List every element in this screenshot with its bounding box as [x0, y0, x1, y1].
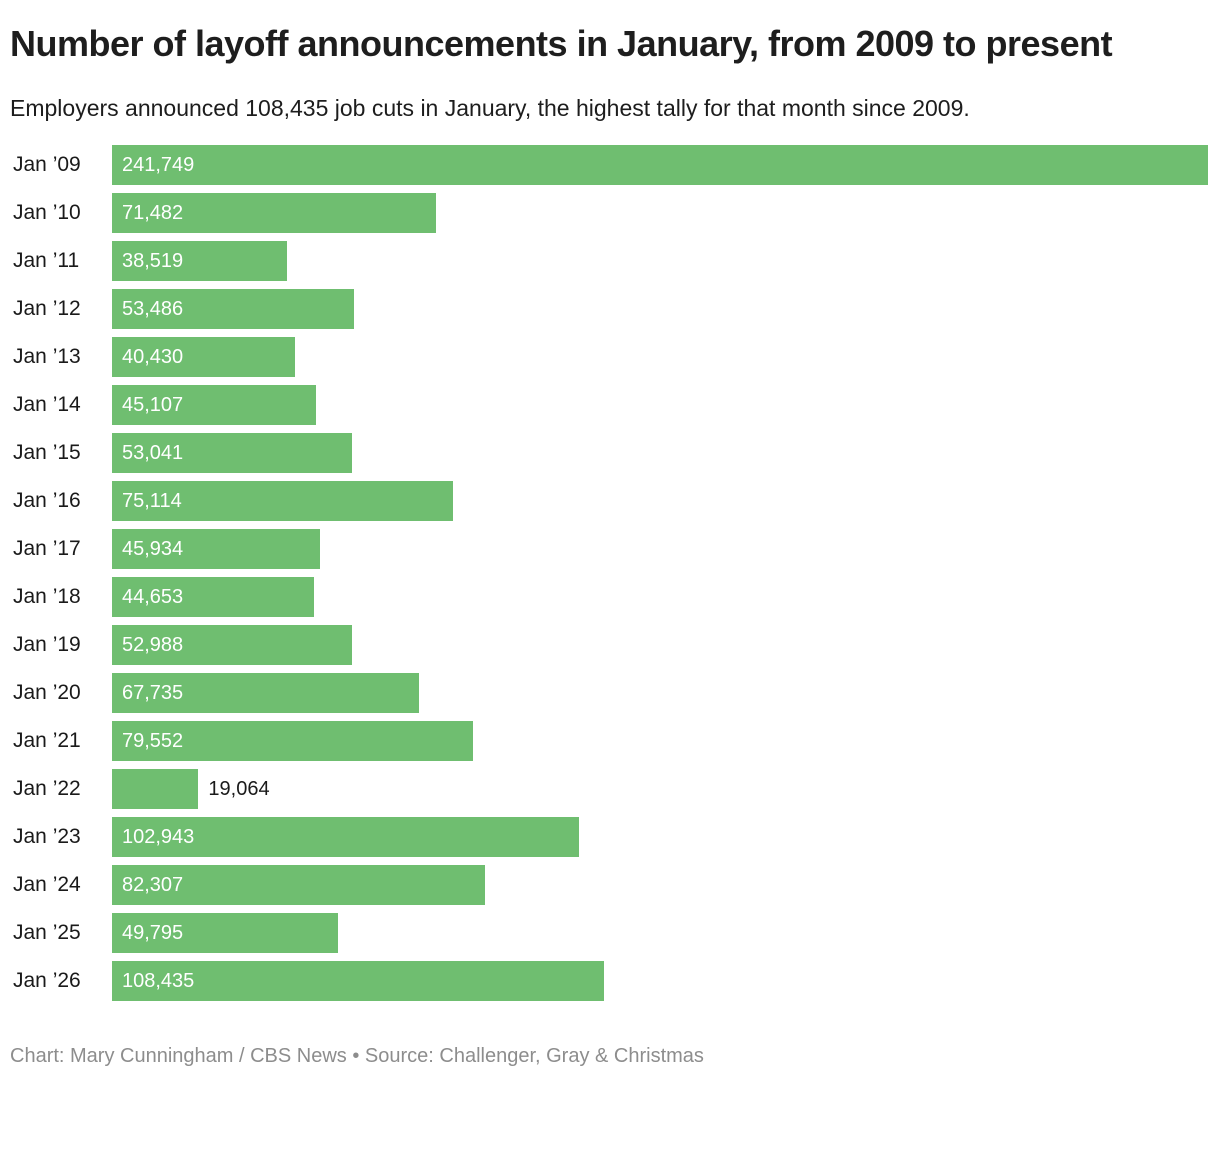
bar-row: Jan ’20 67,735 — [10, 669, 1208, 717]
value-label: 45,934 — [122, 537, 184, 560]
value-label: 82,307 — [122, 873, 184, 896]
value-label: 241,749 — [122, 153, 195, 176]
bar-row: Jan ’12 53,486 — [10, 285, 1208, 333]
bar — [112, 769, 199, 809]
bar-row: Jan ’24 82,307 — [10, 861, 1208, 909]
chart-subtitle: Employers announced 108,435 job cuts in … — [10, 95, 970, 121]
category-label: Jan ’24 — [13, 873, 81, 896]
bar-track: 44,653 — [112, 577, 1208, 617]
value-label: 45,107 — [122, 393, 184, 416]
category-label: Jan ’13 — [13, 345, 81, 368]
category-label: Jan ’20 — [13, 681, 81, 704]
value-label: 53,041 — [122, 441, 184, 464]
category-label: Jan ’18 — [13, 585, 81, 608]
bar: 53,486 — [112, 289, 355, 329]
bar: 102,943 — [112, 817, 579, 857]
bar: 71,482 — [112, 193, 437, 233]
bar: 82,307 — [112, 865, 486, 905]
category-label: Jan ’19 — [13, 633, 81, 656]
bar-track: 241,749 — [112, 145, 1208, 185]
category-label: Jan ’12 — [13, 297, 81, 320]
bar-row: Jan ’19 52,988 — [10, 621, 1208, 669]
bar-track: 19,064 — [112, 769, 1208, 809]
value-label: 67,735 — [122, 681, 184, 704]
chart-credit: Chart: Mary Cunningham / CBS News • Sour… — [10, 1045, 704, 1067]
bar-row: Jan ’09 241,749 — [10, 141, 1208, 189]
bar-track: 52,988 — [112, 625, 1208, 665]
value-label: 44,653 — [122, 585, 184, 608]
bar: 108,435 — [112, 961, 604, 1001]
bar: 53,041 — [112, 433, 353, 473]
bar: 79,552 — [112, 721, 473, 761]
value-label: 71,482 — [122, 201, 184, 224]
bar: 40,430 — [112, 337, 296, 377]
bar-track: 71,482 — [112, 193, 1208, 233]
category-label: Jan ’22 — [13, 777, 81, 800]
category-label: Jan ’10 — [13, 201, 81, 224]
category-label: Jan ’09 — [13, 153, 81, 176]
bar-row: Jan ’22 19,064 — [10, 765, 1208, 813]
bar-track: 67,735 — [112, 673, 1208, 713]
category-label: Jan ’14 — [13, 393, 81, 416]
value-label: 49,795 — [122, 921, 184, 944]
chart-title: Number of layoff announcements in Januar… — [10, 23, 1113, 64]
bar-track: 45,107 — [112, 385, 1208, 425]
bar-row: Jan ’10 71,482 — [10, 189, 1208, 237]
value-label: 102,943 — [122, 825, 195, 848]
bar-track: 38,519 — [112, 241, 1208, 281]
category-label: Jan ’15 — [13, 441, 81, 464]
bar: 45,107 — [112, 385, 317, 425]
bar-track: 53,486 — [112, 289, 1208, 329]
value-label: 79,552 — [122, 729, 184, 752]
bar-chart: Jan ’09 241,749 Jan ’10 71,482 Jan ’11 38,519… — [10, 141, 1208, 1005]
bar-track: 82,307 — [112, 865, 1208, 905]
bar-track: 108,435 — [112, 961, 1208, 1001]
bar-track: 79,552 — [112, 721, 1208, 761]
bar-row: Jan ’25 49,795 — [10, 909, 1208, 957]
category-label: Jan ’17 — [13, 537, 81, 560]
bar-row: Jan ’18 44,653 — [10, 573, 1208, 621]
bar-track: 49,795 — [112, 913, 1208, 953]
bar-row: Jan ’21 79,552 — [10, 717, 1208, 765]
value-label: 53,486 — [122, 297, 184, 320]
category-label: Jan ’26 — [13, 969, 81, 992]
bar: 67,735 — [112, 673, 420, 713]
category-label: Jan ’25 — [13, 921, 81, 944]
value-label: 75,114 — [122, 489, 182, 512]
bar-row: Jan ’13 40,430 — [10, 333, 1208, 381]
bar-row: Jan ’26 108,435 — [10, 957, 1208, 1005]
category-label: Jan ’11 — [13, 249, 80, 272]
value-label: 108,435 — [122, 969, 195, 992]
bar-track: 53,041 — [112, 433, 1208, 473]
bar: 38,519 — [112, 241, 287, 281]
bar-row: Jan ’15 53,041 — [10, 429, 1208, 477]
bar: 44,653 — [112, 577, 315, 617]
bar-row: Jan ’23 102,943 — [10, 813, 1208, 861]
bar-row: Jan ’17 45,934 — [10, 525, 1208, 573]
bar: 45,934 — [112, 529, 321, 569]
value-label: 40,430 — [122, 345, 184, 368]
value-label: 38,519 — [122, 249, 184, 272]
category-label: Jan ’21 — [13, 729, 81, 752]
bar: 75,114 — [112, 481, 453, 521]
bar-row: Jan ’11 38,519 — [10, 237, 1208, 285]
value-label: 52,988 — [122, 633, 184, 656]
bar-track: 75,114 — [112, 481, 1208, 521]
bar-row: Jan ’16 75,114 — [10, 477, 1208, 525]
bar: 52,988 — [112, 625, 353, 665]
bar-track: 45,934 — [112, 529, 1208, 569]
category-label: Jan ’23 — [13, 825, 81, 848]
bar-row: Jan ’14 45,107 — [10, 381, 1208, 429]
bar-track: 102,943 — [112, 817, 1208, 857]
value-label: 19,064 — [208, 777, 270, 800]
bar: 49,795 — [112, 913, 338, 953]
bar-track: 40,430 — [112, 337, 1208, 377]
bar: 241,749 — [112, 145, 1208, 185]
category-label: Jan ’16 — [13, 489, 81, 512]
